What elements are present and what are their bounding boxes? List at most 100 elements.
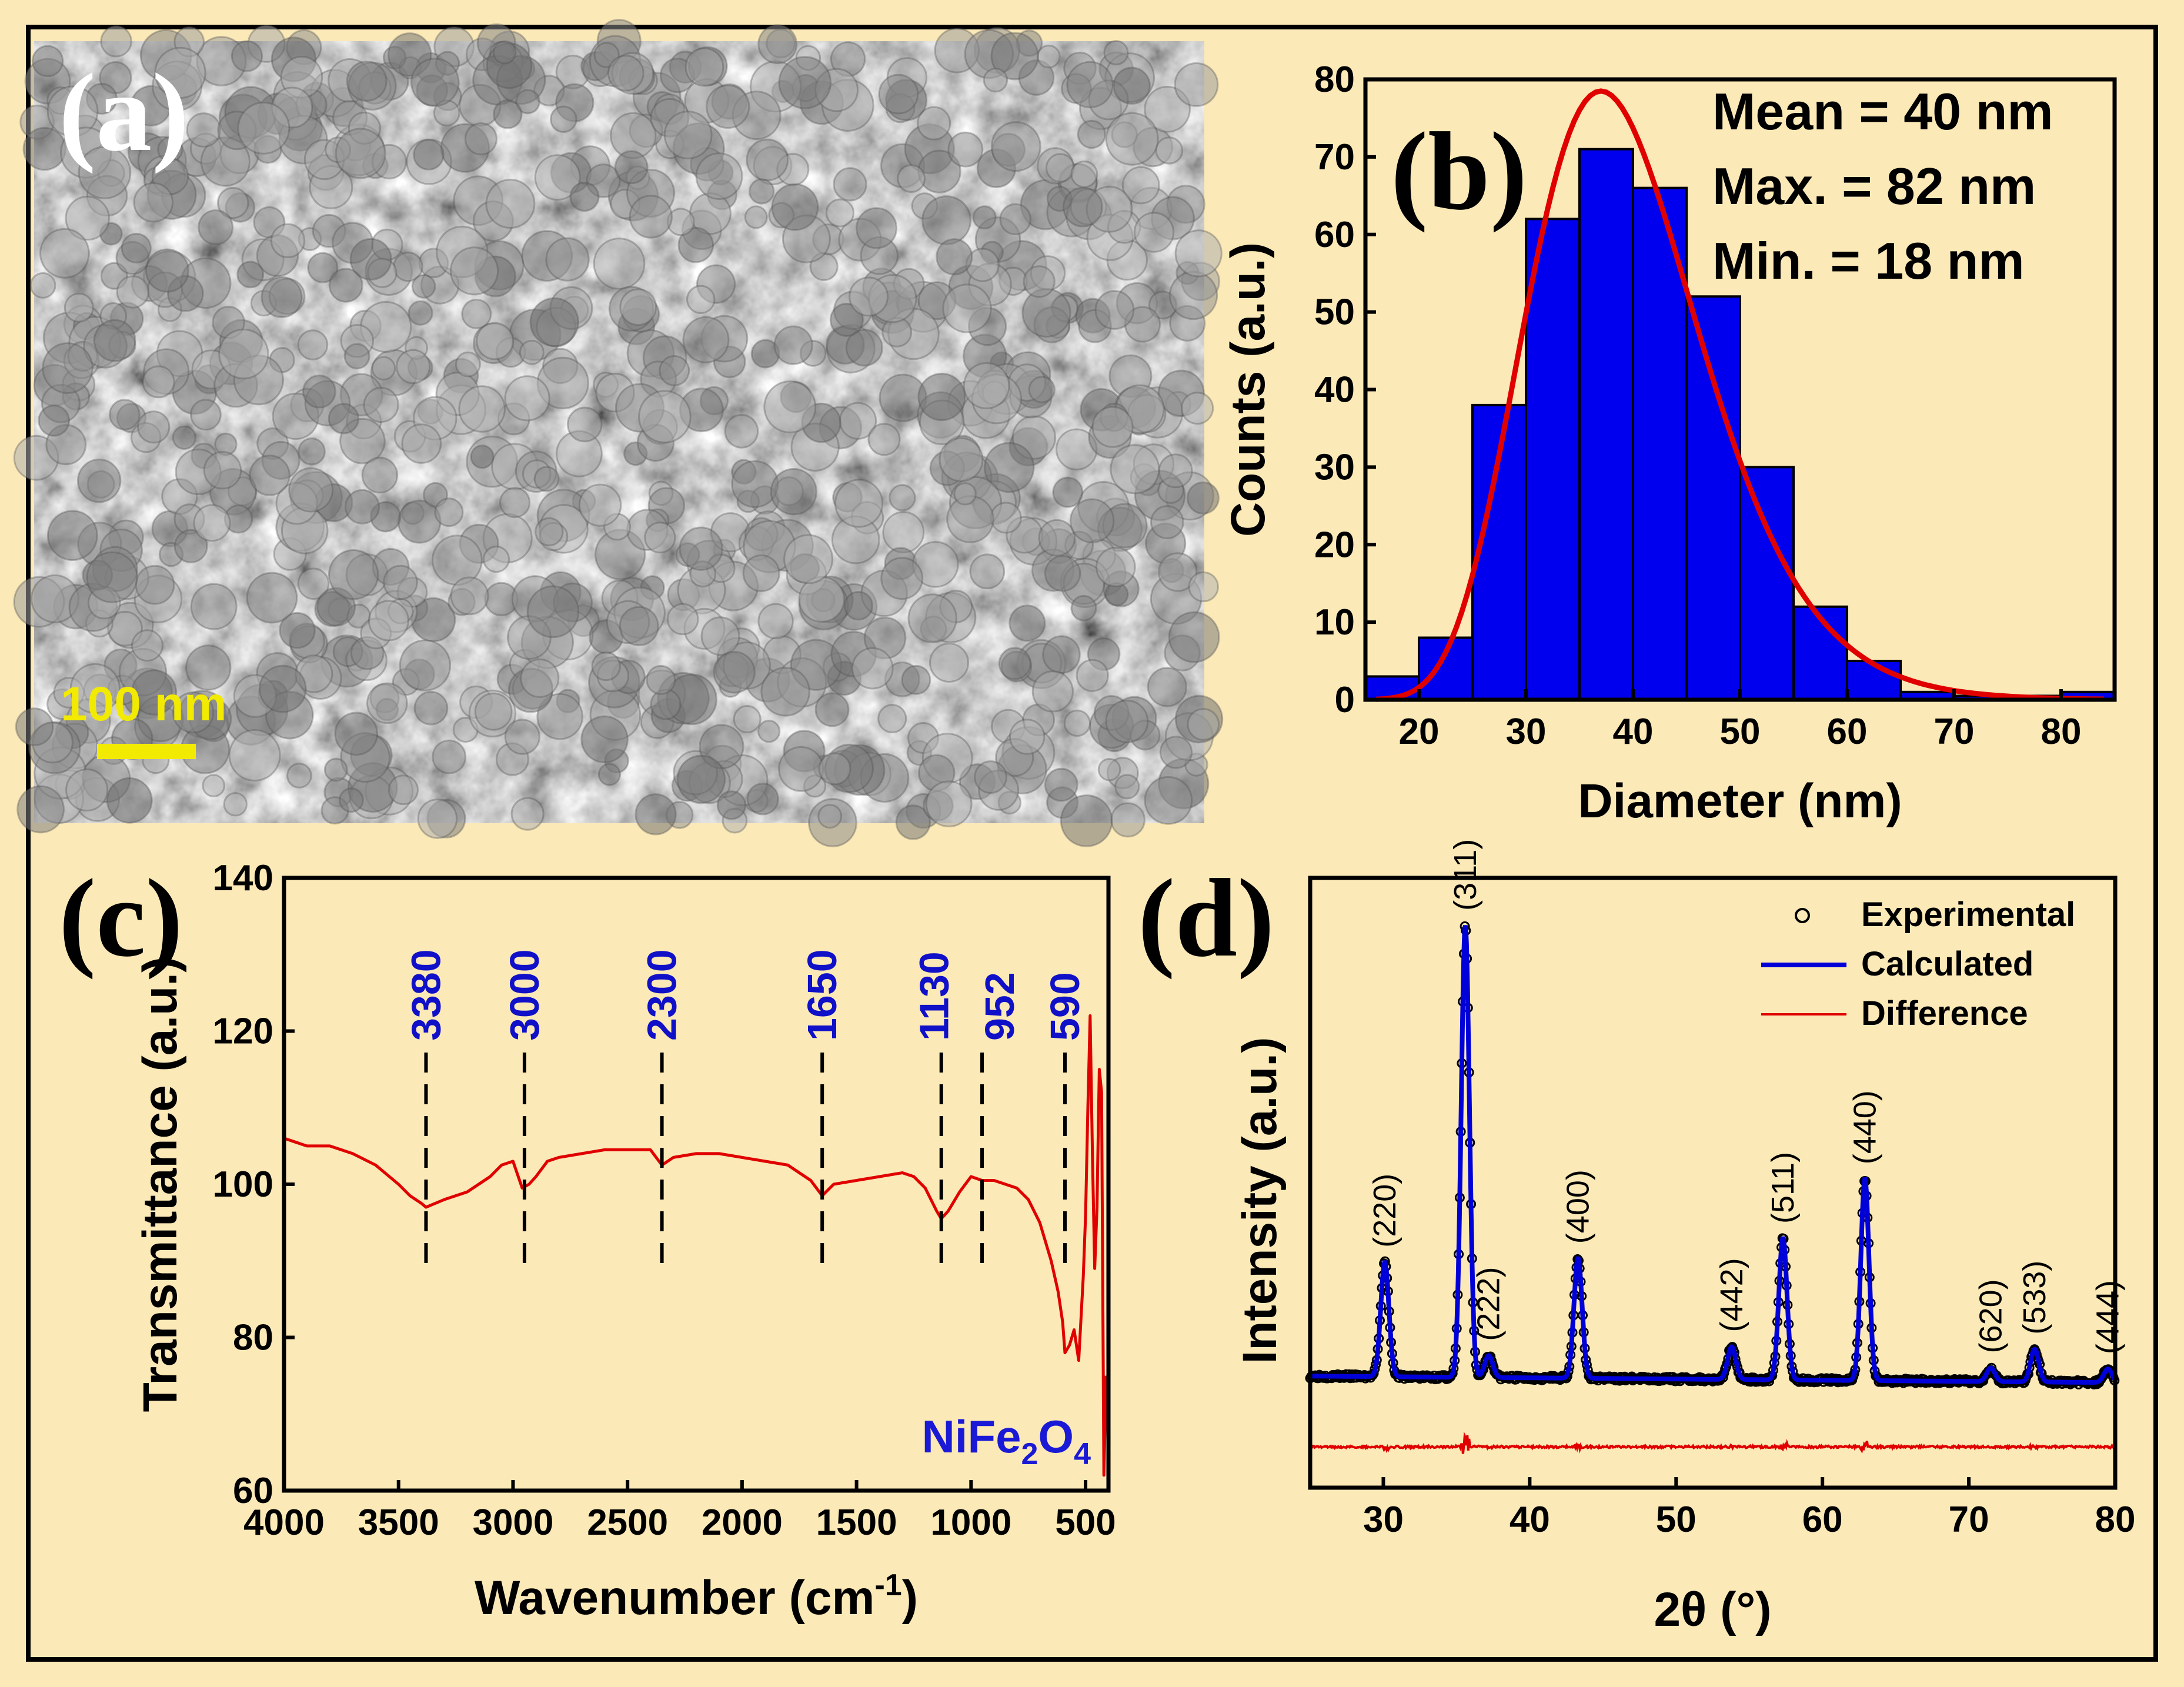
sem-grain: [1168, 611, 1220, 663]
sem-grain: [972, 205, 997, 230]
sem-grain: [228, 729, 281, 782]
sem-grain: [974, 760, 1007, 794]
x-tick-label: 4000: [243, 1502, 325, 1543]
sem-grain: [851, 647, 894, 690]
y-tick-label: 80: [233, 1318, 273, 1358]
sem-grain: [1091, 406, 1134, 448]
y-tick-label: 30: [1314, 447, 1355, 487]
sem-grain: [1094, 290, 1135, 330]
legend-label: Difference: [1861, 994, 2028, 1033]
histogram-bar: [1578, 148, 1634, 701]
sem-grain: [535, 517, 564, 547]
sem-grain: [198, 209, 234, 245]
sem-grain: [302, 375, 336, 409]
sem-grain: [16, 785, 65, 834]
peak-label: 590: [1042, 972, 1088, 1041]
sem-grain: [1113, 66, 1151, 105]
sem-grain: [465, 122, 497, 156]
sem-grain: [1114, 774, 1140, 800]
peak-label: 3000: [502, 949, 547, 1041]
sem-grain: [307, 252, 339, 283]
legend-label: Calculated: [1861, 945, 2033, 983]
sem-grain: [388, 774, 419, 806]
sem-grain: [619, 288, 657, 326]
sem-grain: [338, 787, 364, 813]
sem-grain: [172, 691, 215, 734]
sem-grain: [363, 387, 399, 423]
sem-grain: [485, 179, 536, 229]
sem-grain: [349, 238, 392, 281]
sem-grain: [86, 551, 138, 603]
sem-grain: [1028, 376, 1056, 403]
sem-grain: [42, 342, 93, 394]
sem-grain: [217, 187, 249, 219]
sem-grain: [39, 228, 90, 279]
x-tick-label: 1500: [816, 1502, 897, 1543]
hkl-label: (400): [1561, 1170, 1596, 1244]
sem-grain: [1158, 453, 1193, 489]
sem-grain: [422, 482, 448, 507]
sem-grain: [749, 178, 775, 205]
sem-grain: [1144, 776, 1193, 825]
sem-grain: [829, 302, 864, 337]
sem-grain: [677, 227, 714, 263]
sem-grain: [455, 351, 481, 378]
sem-grain: [963, 362, 1010, 409]
sem-grain: [31, 45, 64, 78]
sem-grain: [969, 553, 1006, 590]
hkl-label: (222): [1471, 1267, 1507, 1341]
calculated-curve: [1310, 925, 2117, 1385]
sem-grain: [231, 40, 263, 72]
sem-grain: [1070, 161, 1098, 188]
sem-grain: [597, 763, 621, 786]
y-tick-label: 60: [1314, 215, 1355, 255]
sem-grain: [1105, 112, 1159, 166]
x-tick-label: 3000: [472, 1502, 553, 1543]
sem-grain: [1158, 552, 1198, 592]
sem-grain: [368, 600, 409, 642]
y-tick-label: 50: [1314, 292, 1355, 333]
sem-grain: [65, 769, 109, 811]
sem-grain: [942, 283, 992, 333]
sem-grain: [474, 692, 513, 731]
sem-grain: [519, 339, 545, 365]
sem-grains: [13, 19, 1224, 847]
sem-grain: [533, 466, 560, 492]
sem-grain: [1008, 604, 1046, 642]
sem-grain: [733, 705, 762, 733]
sem-grain: [817, 804, 843, 829]
sem-grain: [1188, 571, 1219, 603]
hkl-label: (620): [1973, 1279, 2008, 1353]
sem-grain: [1009, 719, 1046, 755]
sem-grain: [773, 325, 813, 365]
sem-grain: [173, 529, 208, 563]
sem-grain: [1063, 186, 1103, 228]
sem-grain: [706, 84, 750, 129]
sem-grain: [939, 437, 984, 482]
sem-grain: [757, 720, 781, 743]
sem-grain: [135, 564, 175, 605]
sem-grain: [1052, 476, 1084, 508]
sem-grain: [1060, 794, 1113, 847]
histogram-bar: [1846, 660, 1902, 701]
sem-grain: [843, 591, 874, 621]
sem-grain: [591, 652, 621, 682]
sem-grain: [246, 572, 298, 624]
sem-grain: [746, 783, 779, 816]
sem-grain: [917, 106, 951, 141]
y-tick-label: 80: [1314, 59, 1355, 100]
sem-grain: [65, 195, 110, 241]
sem-grain: [646, 665, 676, 695]
stat-annotation: Mean = 40 nm: [1712, 82, 2053, 141]
sem-grain: [271, 223, 306, 258]
sem-grain: [757, 24, 798, 65]
sem-grain: [856, 207, 898, 249]
sem-grain: [834, 479, 884, 528]
sem-grain: [504, 719, 540, 755]
sem-grain: [716, 790, 747, 820]
sem-grain: [878, 74, 919, 115]
sem-grain: [1077, 120, 1106, 149]
sem-grain: [990, 502, 1022, 534]
sem-grain: [1147, 667, 1187, 707]
sem-grain: [1069, 498, 1115, 543]
